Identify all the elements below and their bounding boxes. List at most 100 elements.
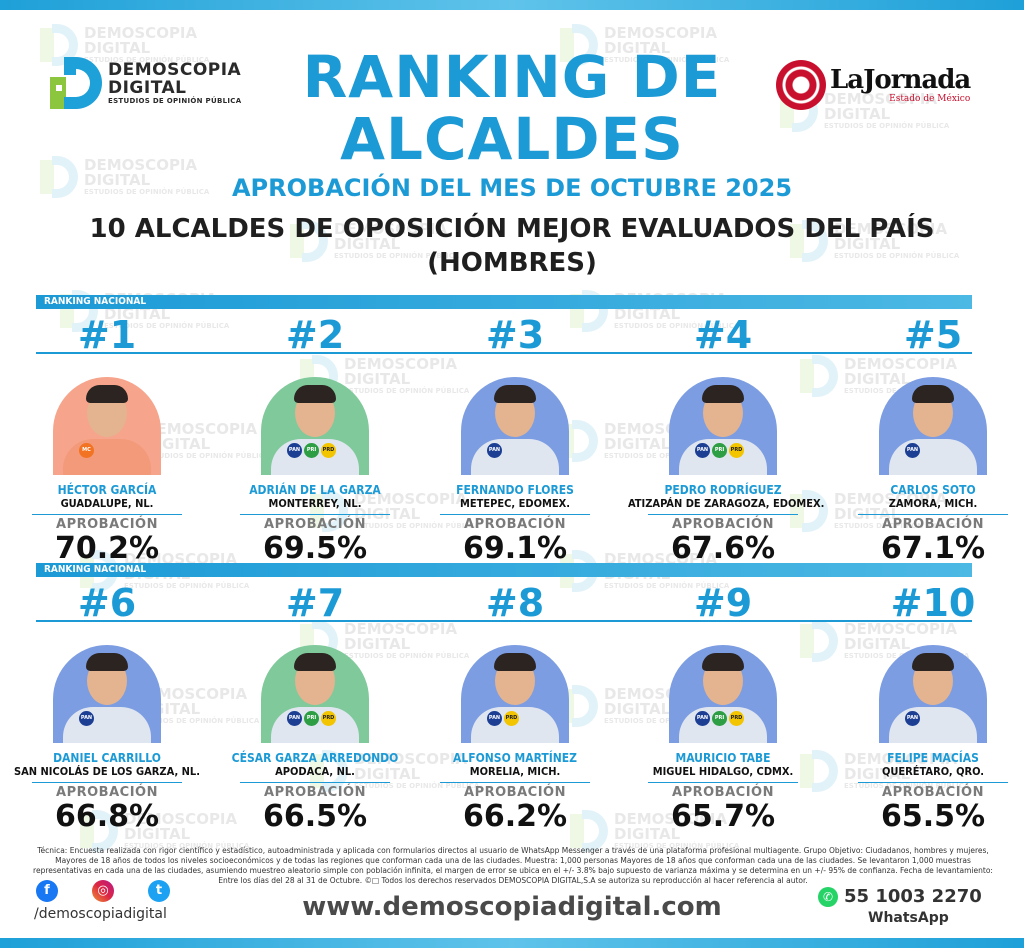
rank-number: #9 xyxy=(693,581,753,625)
social-handle[interactable]: /demoscopiadigital xyxy=(34,906,167,922)
mayor-photo: PAN xyxy=(879,645,987,743)
rank-number: #7 xyxy=(285,581,345,625)
divider xyxy=(858,514,1008,515)
facebook-icon[interactable]: f xyxy=(36,880,58,902)
title-line-1: RANKING DE xyxy=(302,43,722,111)
rank-number: #8 xyxy=(485,581,545,625)
party-logos: PAN xyxy=(905,711,920,726)
la-jornada-logo: LaJornada Estado de México xyxy=(776,60,971,110)
mayor-name: HÉCTOR GARCÍA xyxy=(57,483,157,497)
approval-value: 69.5% xyxy=(262,531,368,566)
subtitle: APROBACIÓN DEL MES DE OCTUBRE 2025 xyxy=(231,174,793,202)
mayor-card: #10 PAN FELIPE MACÍAS QUERÉTARO, QRO. APROBA… xyxy=(838,583,1024,833)
methodology-note: Técnica: Encuesta realizada con rigor ci… xyxy=(33,846,993,885)
mayor-photo: PAN PRI PRD xyxy=(669,645,777,743)
pri-party-icon: PRI xyxy=(712,443,727,458)
mayor-card: #4 PAN PRI PRD PEDRO RODRÍGUEZ ATIZAPÁN DE ZA… xyxy=(628,315,824,566)
mayor-card: #9 PAN PRI PRD MAURICIO TABE MIGUEL HIDALGO, … xyxy=(628,583,818,833)
bottom-accent-bar xyxy=(0,938,1024,948)
mayor-city: ZAMORA, MICH. xyxy=(888,497,978,510)
divider xyxy=(648,782,798,783)
approval-value: 66.8% xyxy=(54,799,160,834)
demoscopia-logo: DEMOSCOPIA DIGITAL ESTUDIOS DE OPINIÓN P… xyxy=(50,55,241,111)
social-icons: f ◎ t xyxy=(36,880,170,902)
partner-region: Estado de México xyxy=(889,94,971,104)
mayor-card: #2 PAN PRI PRD ADRIÁN DE LA GARZA MONTERREY, … xyxy=(220,315,410,565)
pri-party-icon: PRI xyxy=(712,711,727,726)
mayor-photo: PAN PRD xyxy=(461,645,569,743)
rank-number: #2 xyxy=(285,313,345,357)
mayor-name: CARLOS SOTO xyxy=(890,483,976,497)
ranking-bar: RANKING NACIONAL xyxy=(36,295,972,309)
mayor-card: #5 PAN CARLOS SOTO ZAMORA, MICH. APROBACIÓN 6… xyxy=(838,315,1024,565)
top-accent-bar xyxy=(0,0,1024,10)
mayor-name: ADRIÁN DE LA GARZA xyxy=(249,483,381,497)
title-line-2: ALCALDES xyxy=(340,105,684,173)
pan-party-icon: PAN xyxy=(79,711,94,726)
mayor-photo: PAN xyxy=(461,377,569,475)
approval-value: 67.6% xyxy=(670,531,776,566)
twitter-icon[interactable]: t xyxy=(148,880,170,902)
pan-party-icon: PAN xyxy=(695,711,710,726)
mayor-city: GUADALUPE, NL. xyxy=(60,497,154,510)
prd-party-icon: PRD xyxy=(729,711,744,726)
approval-value: 66.5% xyxy=(262,799,368,834)
mayor-name: CÉSAR GARZA ARREDONDO xyxy=(231,751,399,765)
divider xyxy=(440,782,590,783)
mayor-card: #6 PAN DANIEL CARRILLO SAN NICOLÁS DE LOS G… xyxy=(12,583,202,833)
website-link[interactable]: www.demoscopiadigital.com xyxy=(302,892,722,922)
divider xyxy=(240,782,390,783)
approval-label: APROBACIÓN xyxy=(464,785,566,800)
prd-party-icon: PRD xyxy=(321,711,336,726)
mayor-card: #8 PAN PRD ALFONSO MARTÍNEZ MORELIA, MICH. AP… xyxy=(420,583,610,833)
heading-line-2: (HOMBRES) xyxy=(427,248,597,278)
brand-tagline: ESTUDIOS DE OPINIÓN PÚBLICA xyxy=(108,96,242,105)
approval-label: APROBACIÓN xyxy=(882,517,984,532)
pan-party-icon: PAN xyxy=(905,711,920,726)
mayor-card: #3 PAN FERNANDO FLORES METEPEC, EDOMEX. APRO… xyxy=(420,315,610,565)
rank-number: #6 xyxy=(77,581,137,625)
party-logos: PAN PRI PRD xyxy=(695,443,744,458)
demoscopia-d-icon xyxy=(50,55,102,111)
party-logos: PAN PRI PRD xyxy=(287,711,336,726)
mayor-city: METEPEC, EDOMEX. xyxy=(460,497,570,510)
rank-number: #10 xyxy=(890,581,976,625)
approval-value: 67.1% xyxy=(880,531,986,566)
pan-party-icon: PAN xyxy=(287,443,302,458)
whatsapp-contact[interactable]: ✆ 55 1003 2270 xyxy=(818,886,982,907)
divider xyxy=(32,514,182,515)
pri-party-icon: PRI xyxy=(304,711,319,726)
rank-number: #5 xyxy=(903,313,963,357)
brand-line-2: DIGITAL xyxy=(108,77,187,98)
mayor-city: MIGUEL HIDALGO, CDMX. xyxy=(652,765,794,778)
mayor-card: #1 MC HÉCTOR GARCÍA GUADALUPE, NL. APROBACIÓ… xyxy=(12,315,202,565)
pan-party-icon: PAN xyxy=(487,443,502,458)
party-logos: PAN xyxy=(487,443,502,458)
divider xyxy=(648,514,798,515)
ranking-label: RANKING NACIONAL xyxy=(44,296,147,307)
brand-line-1: DEMOSCOPIA xyxy=(108,59,242,80)
party-logos: PAN PRI PRD xyxy=(695,711,744,726)
approval-label: APROBACIÓN xyxy=(882,785,984,800)
divider xyxy=(858,782,1008,783)
phone-number: 55 1003 2270 xyxy=(844,886,982,907)
approval-value: 65.7% xyxy=(670,799,776,834)
pan-party-icon: PAN xyxy=(487,711,502,726)
ranking-label: RANKING NACIONAL xyxy=(44,564,147,575)
mayor-city: MORELIA, MICH. xyxy=(469,765,561,778)
instagram-icon[interactable]: ◎ xyxy=(92,880,114,902)
pan-party-icon: PAN xyxy=(905,443,920,458)
party-logos: PAN xyxy=(79,711,94,726)
brand-text: DEMOSCOPIA DIGITAL ESTUDIOS DE OPINIÓN P… xyxy=(108,61,241,106)
pri-party-icon: PRI xyxy=(304,443,319,458)
approval-label: APROBACIÓN xyxy=(464,517,566,532)
heading: 10 ALCALDES DE OPOSICIÓN MEJOR EVALUADOS… xyxy=(0,212,1024,280)
approval-label: APROBACIÓN xyxy=(672,785,774,800)
pan-party-icon: PAN xyxy=(695,443,710,458)
mayor-name: FERNANDO FLORES xyxy=(456,483,574,497)
approval-value: 69.1% xyxy=(462,531,568,566)
prd-party-icon: PRD xyxy=(321,443,336,458)
mayor-name: MAURICIO TABE xyxy=(675,751,771,765)
ranking-bar: RANKING NACIONAL xyxy=(36,563,972,577)
divider xyxy=(32,782,182,783)
